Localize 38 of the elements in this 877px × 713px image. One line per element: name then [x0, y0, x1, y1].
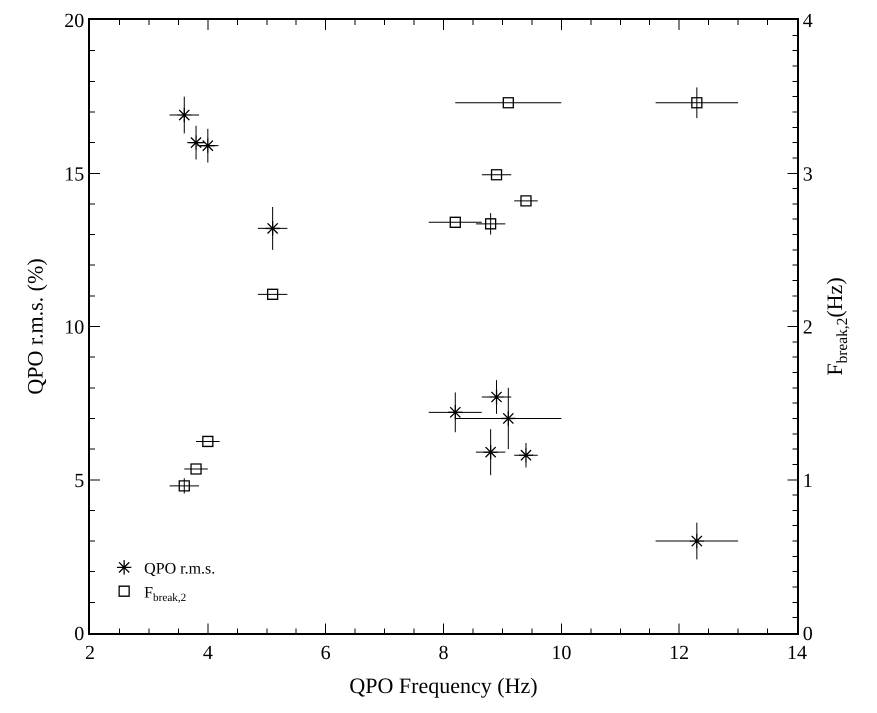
- x-tick-label: 2: [85, 642, 95, 664]
- point: [518, 447, 534, 464]
- point: [490, 169, 502, 180]
- y-tick-label: 0: [74, 623, 84, 645]
- point: [266, 288, 278, 300]
- y2-tick-label: 4: [802, 10, 813, 32]
- point: [202, 436, 214, 448]
- x-tick-label: 6: [320, 642, 331, 664]
- y-axis-title: QPO r.m.s. (%): [22, 258, 48, 395]
- legend-label: F$_{break,2}$: [144, 584, 186, 604]
- point: [482, 444, 498, 460]
- x-axis-title: QPO Frequency (Hz): [349, 673, 538, 698]
- point: [502, 97, 514, 108]
- point: [488, 389, 504, 405]
- point: [484, 218, 496, 230]
- x-tick-label: 8: [438, 642, 448, 664]
- y-tick-label: 15: [64, 163, 84, 186]
- point: [264, 220, 280, 236]
- point: [688, 533, 705, 549]
- point: [520, 195, 532, 206]
- legend-label: QPO r.m.s.: [144, 560, 216, 578]
- y2-tick-label: 3: [802, 163, 813, 186]
- point: [200, 138, 216, 154]
- y-tick-label: 20: [64, 10, 84, 32]
- x-tick-label: 12: [669, 642, 690, 664]
- y-tick-label: 10: [64, 316, 84, 338]
- point: [450, 216, 461, 228]
- point: [178, 480, 190, 492]
- point: [500, 410, 516, 426]
- point: [188, 134, 204, 150]
- y-tick-label: 5: [74, 470, 84, 492]
- point: [691, 97, 702, 108]
- y2-tick-label: 1: [802, 470, 813, 492]
- point: [176, 107, 192, 123]
- x-tick-label: 4: [202, 642, 213, 664]
- y2-tick-label: 2: [802, 316, 813, 338]
- x-tick-label: 10: [551, 642, 572, 664]
- point: [190, 463, 202, 475]
